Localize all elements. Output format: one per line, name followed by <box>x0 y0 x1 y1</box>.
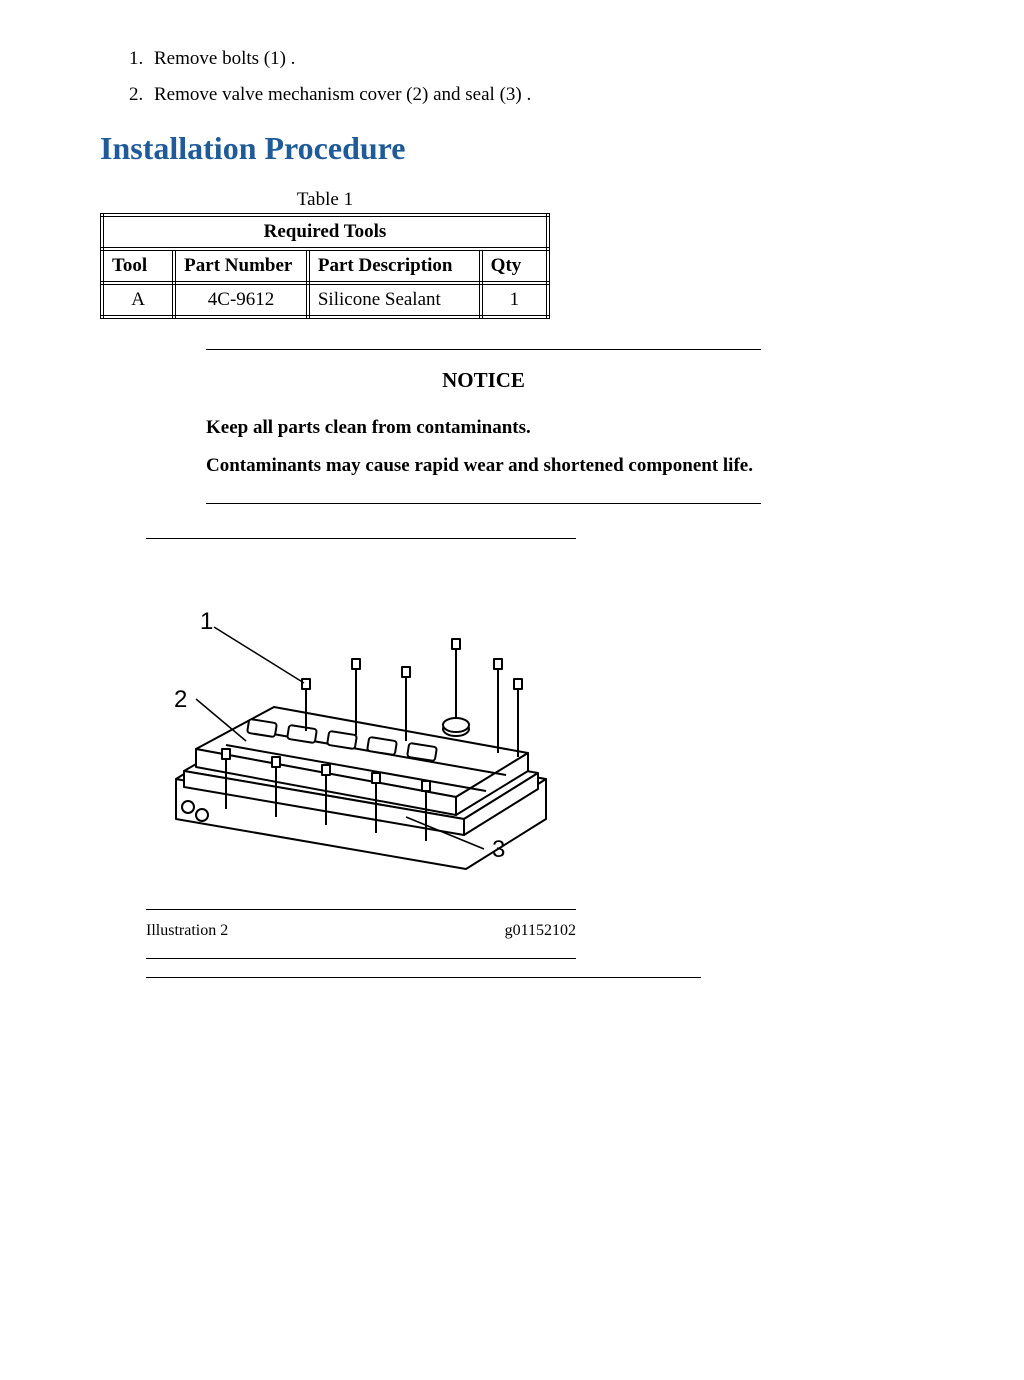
required-tools-table: Required Tools Tool Part Number Part Des… <box>100 213 550 319</box>
figure-caption-right: g01152102 <box>505 922 576 940</box>
cell-qty: 1 <box>481 283 548 317</box>
col-part-number: Part Number <box>174 249 308 283</box>
notice-title: NOTICE <box>206 368 761 393</box>
table-title-row: Required Tools <box>102 215 548 249</box>
callout-2: 2 <box>174 686 187 713</box>
notice-text: Keep all parts clean from contaminants. … <box>206 417 902 477</box>
section-heading: Installation Procedure <box>100 130 934 167</box>
cell-tool: A <box>102 283 174 317</box>
figure-rule-top <box>146 538 576 539</box>
notice-rule-bottom <box>206 503 761 504</box>
figure-block: 1 2 3 Illustration 2 g01152102 <box>146 538 576 959</box>
valve-cover-illustration: 1 2 3 <box>156 549 566 899</box>
callout-3: 3 <box>492 836 505 863</box>
figure-rule-bottom <box>146 958 576 959</box>
cell-part-number: 4C-9612 <box>174 283 308 317</box>
figure-caption-left: Illustration 2 <box>146 922 228 940</box>
required-tools-table-wrap: Table 1 Required Tools Tool Part Number … <box>100 189 934 319</box>
step-1: Remove bolts (1) . <box>148 48 934 70</box>
callout-1: 1 <box>200 608 213 635</box>
notice-line-1: Keep all parts clean from contaminants. <box>206 417 902 439</box>
col-qty: Qty <box>481 249 548 283</box>
notice-rule-top <box>206 349 761 350</box>
table-title: Required Tools <box>102 215 548 249</box>
cell-part-description: Silicone Sealant <box>308 283 481 317</box>
notice-block: NOTICE Keep all parts clean from contami… <box>206 349 902 504</box>
table-row: A 4C-9612 Silicone Sealant 1 <box>102 283 548 317</box>
figure-caption-row: Illustration 2 g01152102 <box>146 922 576 940</box>
notice-line-2: Contaminants may cause rapid wear and sh… <box>206 455 902 477</box>
col-tool: Tool <box>102 249 174 283</box>
table-header-row: Tool Part Number Part Description Qty <box>102 249 548 283</box>
removal-steps: Remove bolts (1) . Remove valve mechanis… <box>100 48 934 106</box>
col-part-description: Part Description <box>308 249 481 283</box>
step-2: Remove valve mechanism cover (2) and sea… <box>148 84 934 106</box>
table-caption: Table 1 <box>100 189 550 211</box>
figure-rule-mid <box>146 909 576 910</box>
page-bottom-rule <box>146 977 701 978</box>
